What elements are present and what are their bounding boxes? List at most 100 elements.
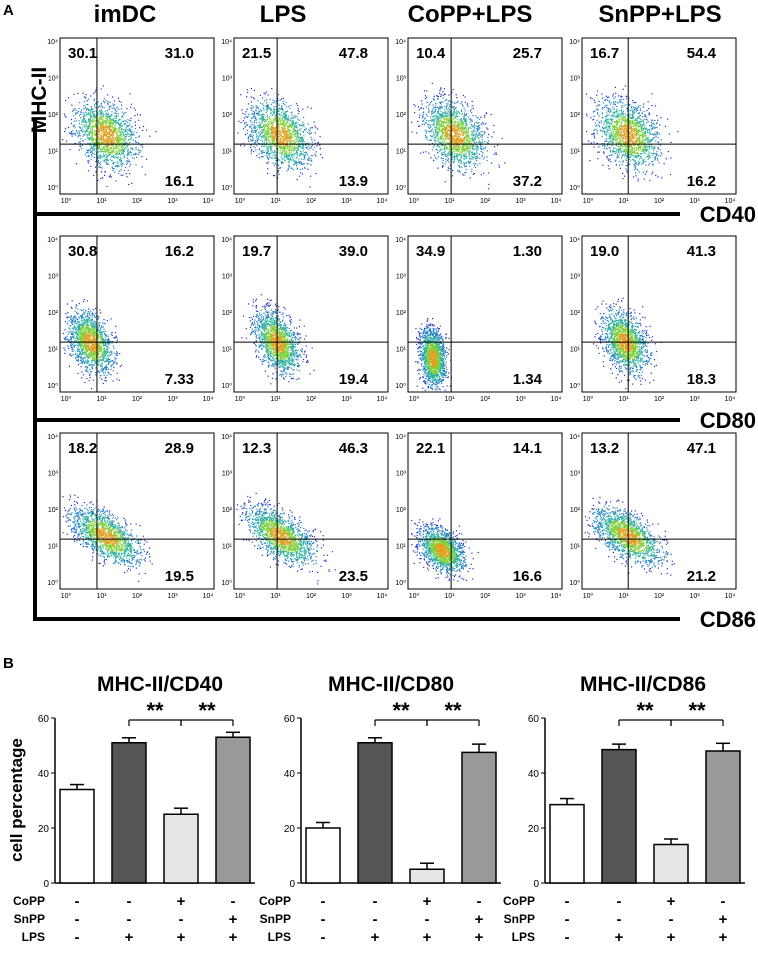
flow-x-tick-label: 10³ [515, 396, 526, 403]
quadrant-lower-right-value: 16.6 [513, 568, 542, 585]
treatment-label: SnPP [14, 912, 45, 926]
mhc-ii-axis-title: MHC-II [28, 67, 51, 134]
quadrant-upper-left-value: 10.4 [416, 45, 446, 62]
panel-b-label: B [3, 655, 14, 672]
flow-x-tick-label: 10⁰ [409, 592, 420, 600]
treatment-label: SnPP [504, 912, 535, 926]
flow-x-tick-label: 10⁴ [551, 593, 562, 600]
flow-y-tick-label: 10⁴ [395, 237, 406, 244]
flow-y-tick-label: 10³ [48, 76, 59, 83]
flow-plot: 34.9 1.30 1.34 10⁰ 10¹ 10² 10³ 10⁴ 10⁰ 10¹ 10² 10³ 1… [395, 235, 563, 403]
quadrant-upper-left-value: 21.5 [242, 45, 271, 62]
treatment-label: CoPP [503, 894, 535, 908]
bar [601, 748, 637, 884]
quadrant-lower-right-value: 18.3 [687, 371, 716, 388]
treatment-sign: + [475, 911, 484, 928]
flow-y-tick-label: 10⁴ [569, 39, 580, 46]
quadrant-upper-left-value: 30.8 [68, 243, 97, 260]
quadrant-lower-right-value: 16.1 [165, 173, 194, 190]
quadrant-upper-right-value: 47.1 [687, 440, 716, 457]
quadrant-upper-right-value: 54.4 [687, 45, 717, 62]
flow-x-tick-label: 10² [480, 396, 491, 403]
flow-x-tick-label: 10⁰ [409, 395, 420, 403]
quadrant-lower-right-value: 1.34 [513, 371, 543, 388]
flow-plot: 19.0 41.3 18.3 10⁰ 10¹ 10² 10³ 10⁴ 10⁰ 10¹ 10² 10³ 1… [569, 235, 737, 403]
flow-x-tick-label: 10⁰ [235, 395, 246, 403]
flow-y-tick-label: 10³ [396, 76, 407, 83]
flow-y-tick-label: 10² [222, 112, 233, 119]
significance-stars: ** [636, 698, 654, 723]
flow-x-tick-label: 10² [654, 396, 665, 403]
flow-y-tick-label: 10⁰ [569, 382, 580, 390]
flow-x-tick-label: 10² [132, 396, 143, 403]
quadrant-upper-left-value: 16.7 [590, 45, 619, 62]
marker-axis-title: CD40 [700, 202, 756, 227]
flow-y-tick-label: 10¹ [222, 149, 233, 156]
flow-plot: 16.7 54.4 16.2 10⁰ 10¹ 10² 10³ 10⁴ 10⁰ 10¹ 10² 10³ 1… [569, 37, 737, 205]
bar-y-axis-title: cell percentage [7, 738, 26, 862]
treatment-sign: + [229, 929, 238, 946]
flow-y-tick-label: 10³ [48, 471, 59, 478]
flow-y-tick-label: 10¹ [396, 544, 407, 551]
flow-x-tick-label: 10⁴ [725, 198, 736, 205]
quadrant-upper-left-value: 13.2 [590, 440, 619, 457]
flow-y-tick-label: 10² [48, 112, 59, 119]
flow-y-tick-label: 10⁴ [569, 434, 580, 441]
flow-plot: 30.8 16.2 7.33 10⁰ 10¹ 10² 10³ 10⁴ 10⁰ 10¹ 10² 10³ 1… [47, 235, 215, 403]
bar [705, 750, 741, 884]
bar-y-tick-label: 20 [38, 824, 50, 835]
flow-plot: 21.5 47.8 13.9 10⁰ 10¹ 10² 10³ 10⁴ 10⁰ 10¹ 10² 10³ 1… [221, 37, 389, 205]
flow-x-tick-label: 10³ [689, 198, 700, 205]
flow-plot-frame [59, 432, 215, 590]
flow-y-tick-label: 10⁰ [569, 184, 580, 192]
flow-y-tick-label: 10⁴ [47, 237, 58, 244]
quadrant-upper-right-value: 47.8 [339, 45, 368, 62]
bar [461, 751, 497, 884]
marker-axis-title: CD86 [700, 607, 756, 632]
flow-plot: 12.3 46.3 23.5 10⁰ 10¹ 10² 10³ 10⁴ 10⁰ 10¹ 10² 10³ 1… [221, 432, 389, 600]
flow-x-tick-label: 10³ [167, 593, 178, 600]
flow-y-tick-label: 10⁴ [47, 434, 58, 441]
quadrant-upper-left-value: 22.1 [416, 440, 445, 457]
flow-x-tick-label: 10¹ [270, 396, 281, 403]
flow-x-tick-label: 10⁰ [583, 592, 594, 600]
marker-axis-title: CD80 [700, 408, 756, 433]
flow-x-tick-label: 10⁴ [551, 396, 562, 403]
bar [357, 742, 393, 884]
flow-y-tick-label: 10³ [222, 76, 233, 83]
flow-x-tick-label: 10⁰ [235, 197, 246, 205]
quadrant-lower-right-value: 21.2 [687, 568, 716, 585]
treatment-sign: - [127, 893, 132, 910]
bar-y-tick-label: 0 [289, 879, 295, 890]
flow-x-tick-label: 10² [480, 593, 491, 600]
bar [653, 843, 689, 884]
treatment-sign: - [75, 911, 80, 928]
flow-y-tick-label: 10¹ [48, 544, 59, 551]
treatment-sign: - [721, 893, 726, 910]
flow-y-tick-label: 10⁰ [395, 184, 406, 192]
flow-plot-frame [581, 432, 737, 590]
flow-plot: 10.4 25.7 37.2 10⁰ 10¹ 10² 10³ 10⁴ 10⁰ 10¹ 10² 10³ 1… [395, 37, 563, 205]
flow-plot-frame [59, 37, 215, 195]
bar [305, 827, 341, 884]
flow-x-tick-label: 10³ [689, 396, 700, 403]
quadrant-upper-left-value: 19.0 [590, 243, 619, 260]
flow-y-tick-label: 10² [570, 310, 581, 317]
quadrant-upper-right-value: 39.0 [339, 243, 368, 260]
flow-y-tick-label: 10³ [570, 274, 581, 281]
flow-y-tick-label: 10³ [222, 274, 233, 281]
flow-y-tick-label: 10³ [396, 274, 407, 281]
bar-chart-title: MHC-II/CD80 [328, 673, 454, 696]
significance-stars: ** [392, 698, 410, 723]
flow-y-tick-label: 10⁴ [221, 237, 232, 244]
flow-x-tick-label: 10² [306, 396, 317, 403]
condition-title: LPS [260, 1, 307, 28]
flow-x-tick-label: 10⁴ [203, 593, 214, 600]
treatment-sign: + [423, 893, 432, 910]
flow-x-tick-label: 10¹ [270, 593, 281, 600]
